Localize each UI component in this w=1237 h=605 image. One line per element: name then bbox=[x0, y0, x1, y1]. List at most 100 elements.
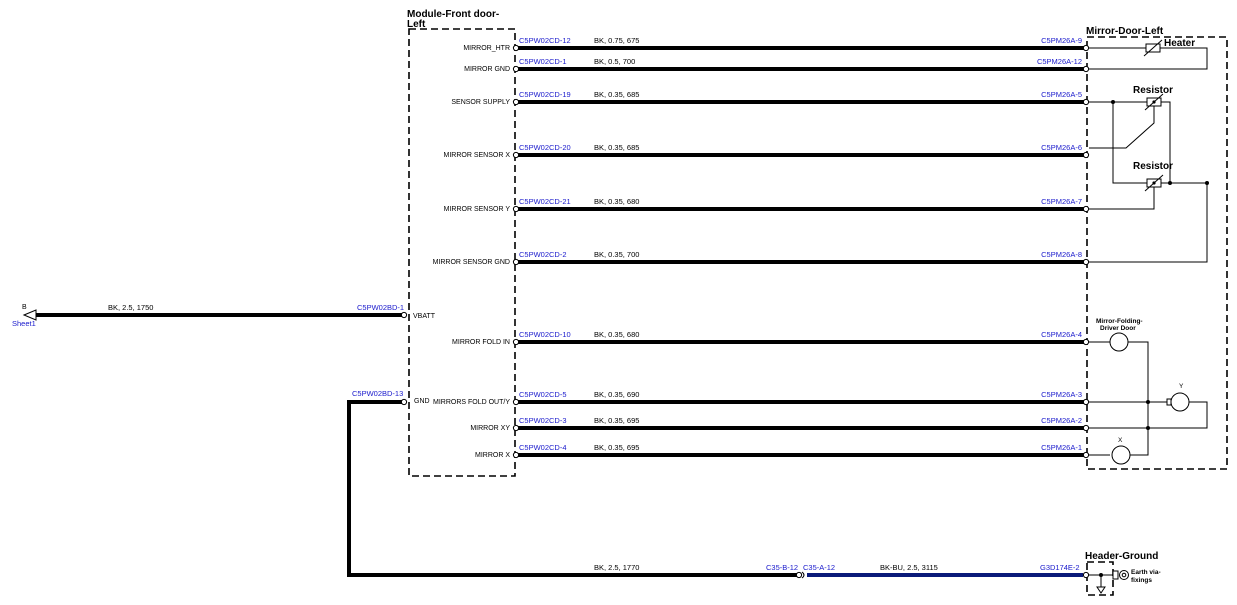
motor-x-label: X bbox=[1118, 437, 1123, 444]
resistor-1-component: Resistor bbox=[1089, 85, 1173, 184]
splice-left-connector: C35-B-12 bbox=[766, 563, 798, 572]
splice-right-connector: C35-A-12 bbox=[803, 563, 835, 572]
wire-right-terminal bbox=[1082, 258, 1090, 266]
offsheet-ref: Sheet1 bbox=[12, 319, 36, 328]
wire-mirror-gnd: MIRROR GND C5PW02CD-1 BK, 0.5, 700 C5PM26A-… bbox=[464, 57, 1090, 73]
left-connector: C5PW02CD-2 bbox=[519, 250, 567, 259]
heater-lead-out bbox=[1089, 47, 1208, 70]
wire-left-terminal bbox=[512, 258, 520, 266]
vbatt-wire: B Sheet1 BK, 2.5, 1750 C5PW02BD-1 VBATT bbox=[12, 303, 436, 328]
wire-spec: BK, 0.35, 680 bbox=[594, 197, 639, 206]
vbatt-pin: VBATT bbox=[413, 313, 436, 320]
wire-mirror-fold-in: MIRROR FOLD IN C5PW02CD-10 BK, 0.35, 680 C5… bbox=[452, 330, 1090, 346]
ground-spec-1: BK, 2.5, 1770 bbox=[594, 563, 639, 572]
resistor-2-component: Resistor bbox=[1089, 161, 1209, 263]
right-connector: C5PM26A-12 bbox=[1037, 57, 1082, 66]
wire-right-terminal bbox=[1082, 205, 1090, 213]
wire-left-terminal bbox=[512, 424, 520, 432]
wire-spec: BK, 0.35, 695 bbox=[594, 443, 639, 452]
pin-label: MIRROR SENSOR X bbox=[443, 152, 510, 159]
earth-eyelet-hole-icon bbox=[1121, 572, 1127, 578]
wire-left-terminal bbox=[512, 65, 520, 73]
left-connector: C5PW02CD-20 bbox=[519, 143, 571, 152]
wire-left-terminal bbox=[512, 44, 520, 52]
splice-connector-icon bbox=[801, 571, 805, 579]
vbatt-connector: C5PW02BD-1 bbox=[357, 303, 404, 312]
wire-mirror-sensor-gnd: MIRROR SENSOR GND C5PW02CD-2 BK, 0.35, 700… bbox=[433, 250, 1090, 266]
right-connector: C5PM26A-4 bbox=[1041, 330, 1082, 339]
wire-mirror-sensor-x: MIRROR SENSOR X C5PW02CD-20 BK, 0.35, 685 C… bbox=[443, 143, 1090, 159]
header-ground-outline bbox=[1086, 561, 1114, 596]
wire-mirrors-fold-out: MIRRORS FOLD OUT/Y C5PW02CD-5 BK, 0.35, 69… bbox=[433, 390, 1090, 406]
motor-x-component: X bbox=[1089, 428, 1149, 465]
sensor-gnd-lead bbox=[1089, 183, 1208, 263]
right-connector: C5PM26A-3 bbox=[1041, 390, 1082, 399]
left-connector: C5PW02CD-4 bbox=[519, 443, 567, 452]
pin-label: MIRROR X bbox=[475, 452, 510, 459]
sensor-supply-branch bbox=[1112, 102, 1147, 184]
pin-label: MIRRORS FOLD OUT/Y bbox=[433, 399, 510, 406]
harness-wires: MIRROR_HTR C5PW02CD-12 BK, 0.75, 675 C5PM26… bbox=[433, 36, 1090, 459]
resistor-2-wiper-lead bbox=[1089, 187, 1155, 210]
mirror-door-outline bbox=[1086, 36, 1228, 470]
wire-mirror-htr: MIRROR_HTR C5PW02CD-12 BK, 0.75, 675 C5PM26… bbox=[463, 36, 1090, 52]
module-front-door-title-1: Module-Front door- bbox=[407, 9, 499, 20]
earth-label-1: Earth via- bbox=[1131, 569, 1161, 576]
right-connector: C5PM26A-6 bbox=[1041, 143, 1082, 152]
wire-right-terminal bbox=[1082, 424, 1090, 432]
folding-motor-label-1: Mirror-Folding- bbox=[1096, 318, 1143, 325]
resistor-1-variable-arrow-icon bbox=[1144, 93, 1164, 111]
module-front-door-title-2: Left bbox=[407, 19, 426, 30]
left-connector: C5PW02CD-3 bbox=[519, 416, 567, 425]
heater-variable-arrow-icon bbox=[1143, 39, 1163, 57]
wire-spec: BK, 0.75, 675 bbox=[594, 36, 639, 45]
pin-label: MIRROR SENSOR GND bbox=[433, 259, 510, 266]
module-header-ground: Header-Ground bbox=[1085, 551, 1158, 596]
pin-label: MIRROR GND bbox=[464, 66, 510, 73]
offsheet-arrow-icon bbox=[22, 309, 37, 321]
wire-mirror-x: MIRROR X C5PW02CD-4 BK, 0.35, 695 C5PM26A-1 bbox=[475, 443, 1090, 459]
heater-component: Heater bbox=[1089, 38, 1208, 70]
folding-motor-icon bbox=[1109, 332, 1129, 352]
wire-left-terminal bbox=[512, 98, 520, 106]
pin-label: MIRROR FOLD IN bbox=[452, 339, 510, 346]
wire-right-terminal bbox=[1082, 451, 1090, 459]
resistor-2-variable-arrow-icon bbox=[1144, 174, 1164, 192]
ground-end-connector: G3D174E-2 bbox=[1040, 563, 1080, 572]
pin-label: SENSOR SUPPLY bbox=[451, 99, 510, 106]
wire-right-terminal bbox=[1082, 398, 1090, 406]
motor-x-lead-out bbox=[1130, 428, 1149, 456]
wire-right-terminal bbox=[1082, 65, 1090, 73]
ground-spec-2: BK-BU, 2.5, 3115 bbox=[880, 563, 938, 572]
gnd-connector: C5PW02BD-13 bbox=[352, 389, 403, 398]
vbatt-spec: BK, 2.5, 1750 bbox=[108, 303, 153, 312]
resistor-1-label: Resistor bbox=[1133, 85, 1173, 96]
wire-spec: BK, 0.5, 700 bbox=[594, 57, 635, 66]
left-connector: C5PW02CD-1 bbox=[519, 57, 567, 66]
right-connector: C5PM26A-5 bbox=[1041, 90, 1082, 99]
earth-label-2: fixings bbox=[1131, 577, 1152, 584]
ground-end-terminal bbox=[1082, 571, 1090, 579]
gnd-terminal bbox=[400, 398, 408, 406]
gnd-pin: GND bbox=[414, 398, 430, 405]
wire-spec: BK, 0.35, 690 bbox=[594, 390, 639, 399]
motor-x-icon bbox=[1111, 445, 1131, 465]
wire-mirror-xy: MIRROR XY C5PW02CD-3 BK, 0.35, 695 C5PM26A-… bbox=[470, 416, 1090, 432]
wire-right-terminal bbox=[1082, 98, 1090, 106]
folding-motor-component: Mirror-Folding- Driver Door bbox=[1089, 318, 1167, 428]
resistor-2-label: Resistor bbox=[1133, 161, 1173, 172]
right-connector: C5PM26A-7 bbox=[1041, 197, 1082, 206]
right-connector: C5PM26A-8 bbox=[1041, 250, 1082, 259]
wire-right-terminal bbox=[1082, 338, 1090, 346]
left-connector: C5PW02CD-10 bbox=[519, 330, 571, 339]
ground-wire-line bbox=[347, 400, 797, 577]
right-connector: C5PM26A-1 bbox=[1041, 443, 1082, 452]
wire-spec: BK, 0.35, 695 bbox=[594, 416, 639, 425]
wire-spec: BK, 0.35, 685 bbox=[594, 90, 639, 99]
wire-left-terminal bbox=[512, 398, 520, 406]
splice-terminal-left bbox=[795, 571, 803, 579]
right-connector: C5PM26A-2 bbox=[1041, 416, 1082, 425]
left-connector: C5PW02CD-21 bbox=[519, 197, 571, 206]
heater-label: Heater bbox=[1164, 38, 1195, 49]
earth-symbol-icon bbox=[1096, 586, 1106, 594]
